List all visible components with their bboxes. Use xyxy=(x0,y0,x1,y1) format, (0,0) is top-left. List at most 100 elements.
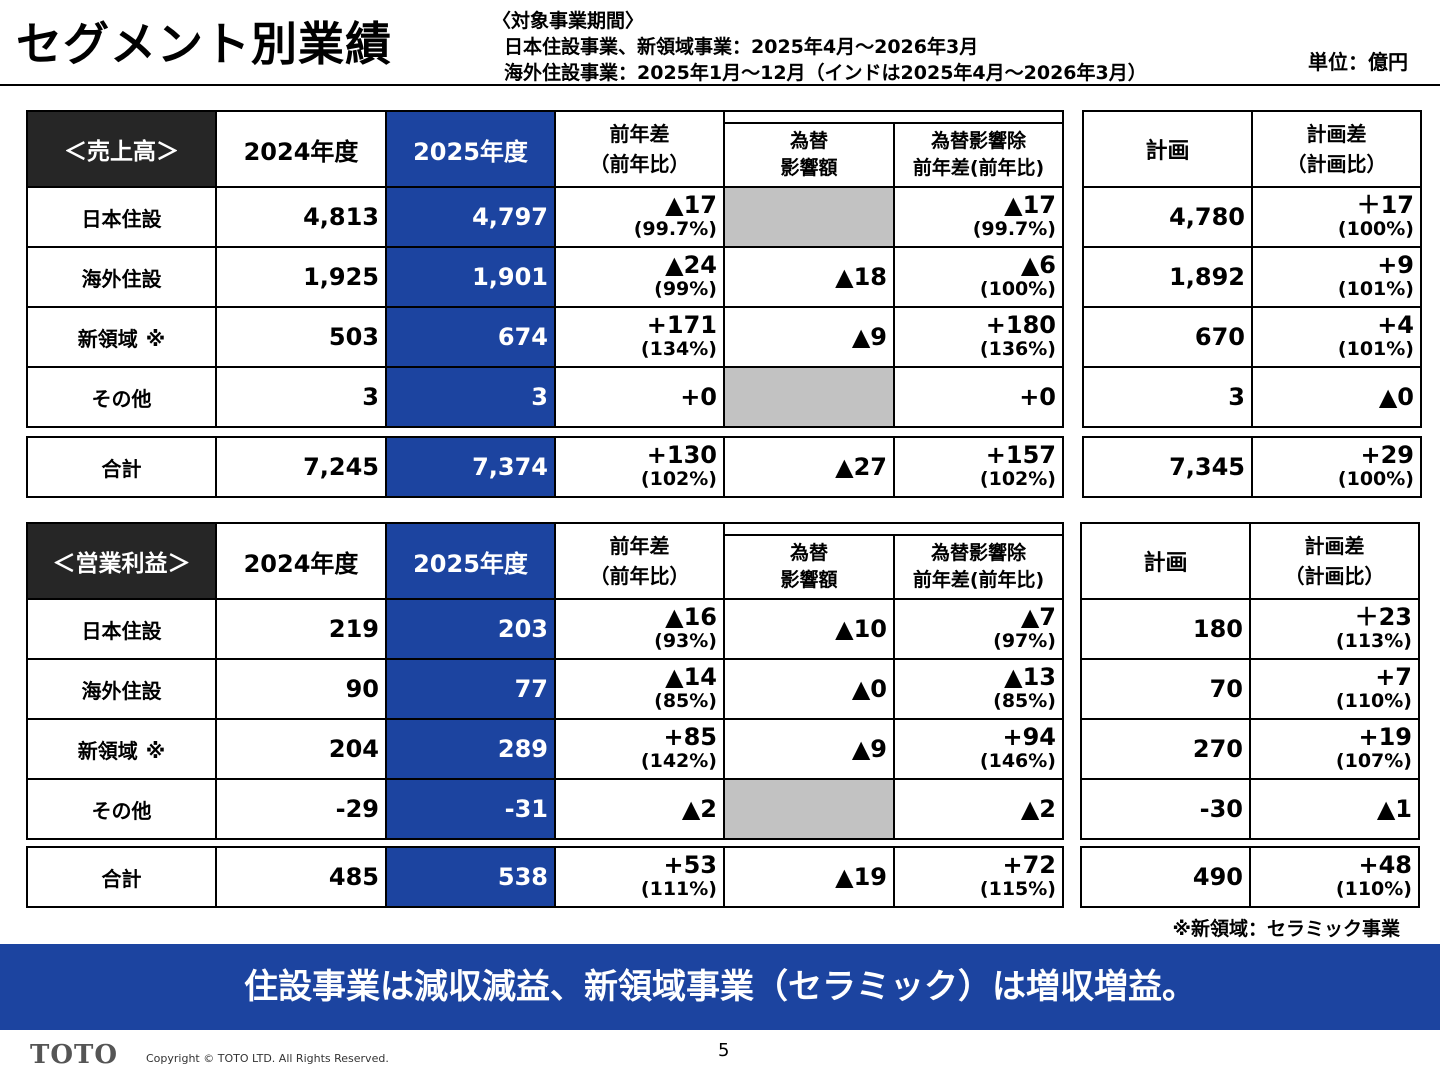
vs-plan-diff-value: +29 xyxy=(1360,441,1414,469)
vs-plan-diff-value: ＋17 xyxy=(1356,191,1414,219)
yoy-diff-value: +85 xyxy=(663,723,717,751)
yoy-diff: ▲24 (99%) xyxy=(554,246,725,308)
plan-value: 670 xyxy=(1082,306,1253,368)
col-yoy: 前年差 （前年比） xyxy=(554,110,725,188)
ex-fx-diff-value: ▲2 xyxy=(1020,795,1056,823)
value-fy2025: 203 xyxy=(385,598,556,660)
fx-impact: ▲9 xyxy=(723,306,895,368)
ex-fx-diff-value: +157 xyxy=(985,441,1056,469)
ex-fx-diff: ▲6 (100%) xyxy=(893,246,1064,308)
yoy-diff-value: ▲17 xyxy=(665,191,717,219)
sales-total-table: 合計 7,245 7,374 +130 (102%) ▲27 +157 (102%) xyxy=(26,436,1064,498)
ex-fx-diff-value: ▲17 xyxy=(1004,191,1056,219)
value-fy2024: 90 xyxy=(215,658,387,720)
ex-fx-diff: ▲2 xyxy=(893,778,1064,840)
value-fy2024: 503 xyxy=(215,306,387,368)
vs-plan-diff: ＋17 (100%) xyxy=(1251,186,1422,248)
profit-plan-table: 計画 計画差 （計画比） 180 ＋23 (113%) 70 +7 (110%) 270 +19… xyxy=(1080,522,1420,840)
profit-plan-total-table: 490 +48 (110%) xyxy=(1080,846,1420,908)
yoy-diff-ratio: (93%) xyxy=(654,630,717,652)
ex-fx-diff-value: ▲6 xyxy=(1020,251,1056,279)
vs-plan-diff: ＋23 (113%) xyxy=(1249,598,1420,660)
fx-impact: ▲27 xyxy=(723,436,895,498)
note-mark: ※ xyxy=(145,738,166,763)
ex-fx-diff-ratio: (97%) xyxy=(993,630,1056,652)
yoy-diff: ▲2 xyxy=(554,778,725,840)
ex-fx-diff-value: +180 xyxy=(985,311,1056,339)
yoy-diff-value: ▲24 xyxy=(665,251,717,279)
col-fx-impact: 為替 影響額 xyxy=(723,122,895,188)
ex-fx-diff-value: +0 xyxy=(1019,383,1056,411)
ex-fx-diff-value: ▲13 xyxy=(1004,663,1056,691)
segment-name: その他 xyxy=(91,386,152,411)
target-period: 〈対象事業期間〉 日本住設事業、新領域事業：2025年4月～2026年3月 海外… xyxy=(492,8,1147,86)
vs-plan-diff-ratio: (100%) xyxy=(1337,468,1414,490)
yoy-diff-ratio: (142%) xyxy=(640,750,717,772)
table-row: その他 3 3 +0 +0 xyxy=(26,366,1064,428)
plan-row: 270 +19 (107%) xyxy=(1080,718,1420,780)
segment-name: 海外住設 xyxy=(81,678,162,703)
page-title: セグメント別業績 xyxy=(16,17,392,71)
ex-fx-diff-ratio: (102%) xyxy=(979,468,1056,490)
row-label: 合計 xyxy=(26,436,217,498)
value-fy2024: 204 xyxy=(215,718,387,780)
value-fy2025: -31 xyxy=(385,778,556,840)
unit-label: 単位：億円 xyxy=(1308,50,1408,74)
row-label: 日本住設 xyxy=(26,598,217,660)
yoy-diff-value: ▲2 xyxy=(681,795,717,823)
note-mark: ※ xyxy=(145,326,166,351)
profit-section-label: ＜営業利益＞ xyxy=(26,522,217,600)
table-row: 新領域 ※ 503 674 +171 (134%) ▲9 +180 (136%) xyxy=(26,306,1064,368)
table-row: その他 -29 -31 ▲2 ▲2 xyxy=(26,778,1064,840)
value-fy2024: 3 xyxy=(215,366,387,428)
plan-value: 3 xyxy=(1082,366,1253,428)
yoy-diff: +171 (134%) xyxy=(554,306,725,368)
yoy-diff-value: +171 xyxy=(646,311,717,339)
value-fy2024: 7,245 xyxy=(215,436,387,498)
vs-plan-diff-value: +9 xyxy=(1377,251,1414,279)
page-number: 5 xyxy=(718,1040,730,1061)
ex-fx-diff-value: +72 xyxy=(1002,851,1056,879)
col-vs-plan: 計画差 （計画比） xyxy=(1249,522,1420,600)
ex-fx-diff-ratio: (99.7%) xyxy=(972,218,1056,240)
vs-plan-diff-ratio: (100%) xyxy=(1337,218,1414,240)
plan-row: -30 ▲1 xyxy=(1080,778,1420,840)
yoy-diff: ▲14 (85%) xyxy=(554,658,725,720)
value-fy2025: 538 xyxy=(385,846,556,908)
table-row: 海外住設 1,925 1,901 ▲24 (99%) ▲18 ▲6 (100%) xyxy=(26,246,1064,308)
value-fy2025: 77 xyxy=(385,658,556,720)
vs-plan-diff-ratio: (107%) xyxy=(1335,750,1412,772)
col-plan: 計画 xyxy=(1080,522,1251,600)
copyright: Copyright © TOTO LTD. All Rights Reserve… xyxy=(146,1052,389,1065)
segment-name: 新領域 xyxy=(77,738,138,763)
total-row: 合計 7,245 7,374 +130 (102%) ▲27 +157 (102%) xyxy=(26,436,1064,498)
plan-row: 180 ＋23 (113%) xyxy=(1080,598,1420,660)
sales-plan-total-table: 7,345 +29 (100%) xyxy=(1082,436,1422,498)
segment-name: 海外住設 xyxy=(81,266,162,291)
yoy-diff: +53 (111%) xyxy=(554,846,725,908)
ex-fx-diff-ratio: (115%) xyxy=(979,878,1056,900)
fx-impact: ▲0 xyxy=(723,658,895,720)
yoy-diff-value: +0 xyxy=(680,383,717,411)
profit-table: ＜営業利益＞ 2024年度 2025年度 前年差 （前年比） 為替 影響額 為替影響… xyxy=(26,522,1064,840)
vs-plan-diff-ratio: (110%) xyxy=(1335,690,1412,712)
yoy-diff-ratio: (111%) xyxy=(640,878,717,900)
period-heading: 〈対象事業期間〉 xyxy=(492,10,645,32)
yoy-diff-ratio: (99%) xyxy=(654,278,717,300)
fx-impact-blank xyxy=(723,186,895,248)
vs-plan-diff: +48 (110%) xyxy=(1249,846,1420,908)
sales-section-label: ＜売上高＞ xyxy=(26,110,217,188)
vs-plan-diff-ratio: (110%) xyxy=(1335,878,1412,900)
plan-value: 70 xyxy=(1080,658,1251,720)
table-row: 海外住設 90 77 ▲14 (85%) ▲0 ▲13 (85%) xyxy=(26,658,1064,720)
summary-banner: 住設事業は減収減益、新領域事業（セラミック）は増収増益。 xyxy=(0,944,1440,1030)
value-fy2025: 289 xyxy=(385,718,556,780)
value-fy2025: 674 xyxy=(385,306,556,368)
segment-name: 合計 xyxy=(101,866,142,891)
vs-plan-diff-value: +19 xyxy=(1358,723,1412,751)
segment-name: 新領域 xyxy=(77,326,138,351)
value-fy2025: 4,797 xyxy=(385,186,556,248)
yoy-diff: ▲17 (99.7%) xyxy=(554,186,725,248)
title-divider xyxy=(0,84,1440,86)
ex-fx-diff: ▲13 (85%) xyxy=(893,658,1064,720)
